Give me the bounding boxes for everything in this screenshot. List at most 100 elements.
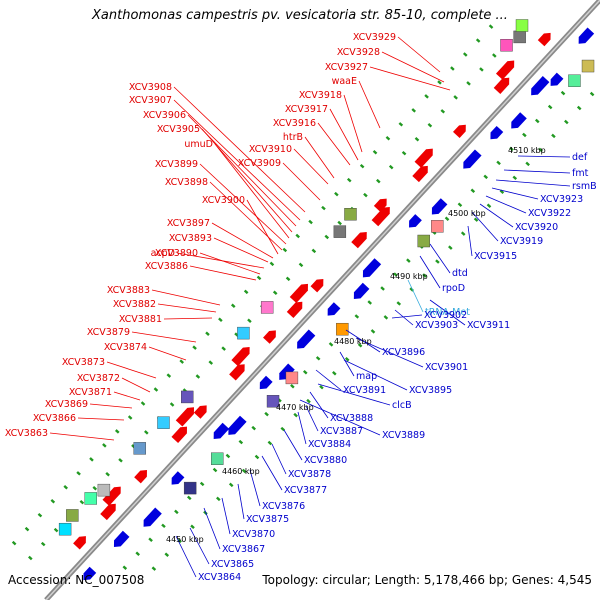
gene-label[interactable]: XCV3922 bbox=[528, 208, 571, 219]
reverse-gene[interactable] bbox=[575, 27, 595, 46]
gene-label[interactable]: XCV3907 bbox=[129, 95, 172, 106]
category-box[interactable] bbox=[58, 522, 72, 536]
reverse-gene[interactable] bbox=[360, 258, 382, 280]
reverse-gene[interactable] bbox=[276, 363, 295, 383]
gene-label[interactable]: umuD bbox=[184, 139, 213, 150]
gene-label[interactable]: XCV3911 bbox=[467, 320, 510, 331]
category-box[interactable] bbox=[157, 416, 170, 429]
forward-gene[interactable] bbox=[289, 281, 312, 304]
gene-label[interactable]: XCV3927 bbox=[325, 62, 368, 73]
reverse-gene[interactable] bbox=[225, 415, 247, 438]
gene-label[interactable]: XCV3920 bbox=[515, 222, 558, 233]
gene-label[interactable]: XCV3880 bbox=[304, 455, 347, 466]
gene-label[interactable]: XCV3916 bbox=[273, 118, 316, 129]
category-box[interactable] bbox=[515, 19, 529, 32]
gene-label[interactable]: waaE bbox=[332, 76, 357, 87]
category-box[interactable] bbox=[211, 452, 224, 465]
category-box[interactable] bbox=[285, 371, 299, 385]
reverse-gene[interactable] bbox=[294, 329, 316, 351]
reverse-gene[interactable] bbox=[528, 75, 550, 98]
gene-label[interactable]: fmt bbox=[572, 168, 589, 179]
gene-label[interactable]: XCV3867 bbox=[222, 544, 265, 555]
reverse-gene[interactable] bbox=[210, 422, 230, 442]
gene-label[interactable]: XCV3871 bbox=[69, 387, 112, 398]
gene-label[interactable]: XCV3876 bbox=[262, 501, 305, 512]
forward-gene[interactable] bbox=[102, 484, 125, 506]
gene-label[interactable]: XCV3869 bbox=[45, 399, 88, 410]
forward-gene[interactable] bbox=[493, 75, 513, 94]
gene-label[interactable]: XCV3886 bbox=[145, 261, 188, 272]
forward-gene[interactable] bbox=[412, 163, 431, 183]
gene-label[interactable]: XCV3898 bbox=[165, 177, 208, 188]
reverse-gene[interactable] bbox=[140, 507, 162, 530]
category-box[interactable] bbox=[500, 39, 513, 52]
gene-label[interactable]: XCV3882 bbox=[113, 299, 156, 310]
category-box[interactable] bbox=[181, 390, 194, 404]
forward-gene[interactable] bbox=[351, 229, 370, 249]
gene-label[interactable]: XCV3889 bbox=[382, 430, 425, 441]
gene-label[interactable]: XCV3901 bbox=[425, 362, 468, 373]
gene-label[interactable]: clcB bbox=[392, 400, 412, 411]
forward-gene[interactable] bbox=[175, 404, 198, 427]
reverse-gene[interactable] bbox=[487, 125, 504, 142]
reverse-gene[interactable] bbox=[406, 214, 422, 230]
gene-label[interactable]: XCV3909 bbox=[238, 158, 281, 169]
gene-label[interactable]: XCV3877 bbox=[284, 485, 327, 496]
forward-gene[interactable] bbox=[371, 204, 394, 227]
gene-label[interactable]: htrB bbox=[283, 132, 303, 143]
gene-label[interactable]: XCV3919 bbox=[500, 236, 543, 247]
forward-gene[interactable] bbox=[193, 402, 210, 419]
forward-gene[interactable] bbox=[537, 30, 554, 47]
gene-label[interactable]: XCV3896 bbox=[382, 347, 425, 358]
reverse-gene[interactable] bbox=[508, 112, 527, 131]
gene-label[interactable]: XCV3883 bbox=[107, 285, 150, 296]
reverse-gene[interactable] bbox=[256, 375, 273, 392]
category-box[interactable] bbox=[260, 301, 274, 314]
gene-label[interactable]: XCV3903 bbox=[415, 320, 458, 331]
reverse-gene[interactable] bbox=[80, 566, 97, 583]
category-box[interactable] bbox=[344, 208, 357, 221]
gene-label[interactable]: tRNA-Met bbox=[425, 307, 470, 318]
gene-label[interactable]: rpoD bbox=[442, 283, 465, 294]
forward-gene[interactable] bbox=[134, 467, 150, 484]
category-box[interactable] bbox=[568, 74, 581, 87]
gene-label[interactable]: XCV3918 bbox=[299, 90, 342, 101]
category-box[interactable] bbox=[97, 483, 111, 497]
category-box[interactable] bbox=[237, 326, 250, 340]
forward-gene[interactable] bbox=[453, 122, 469, 139]
category-box[interactable] bbox=[84, 492, 97, 505]
category-box[interactable] bbox=[581, 59, 595, 73]
gene-label[interactable]: XCV3910 bbox=[249, 144, 292, 155]
gene-label[interactable]: XCV3928 bbox=[337, 47, 380, 58]
gene-label[interactable]: XCV3879 bbox=[87, 327, 130, 338]
gene-label[interactable]: XCV3895 bbox=[409, 385, 452, 396]
gene-label[interactable]: XCV3900 bbox=[202, 195, 245, 206]
category-box[interactable] bbox=[336, 322, 349, 336]
gene-label[interactable]: XCV3884 bbox=[308, 439, 351, 450]
forward-gene[interactable] bbox=[310, 276, 327, 293]
reverse-gene[interactable] bbox=[460, 149, 482, 171]
gene-label[interactable]: XCV3864 bbox=[198, 572, 241, 583]
gene-label[interactable]: XCV3875 bbox=[246, 514, 289, 525]
gene-label[interactable]: XCV3870 bbox=[232, 529, 275, 540]
reverse-gene[interactable] bbox=[429, 198, 448, 217]
forward-gene[interactable] bbox=[229, 361, 248, 381]
forward-gene[interactable] bbox=[171, 424, 190, 443]
category-box[interactable] bbox=[333, 225, 347, 238]
gene-label[interactable]: XCV3888 bbox=[330, 413, 373, 424]
forward-gene[interactable] bbox=[373, 196, 390, 212]
gene-label[interactable]: XCV3917 bbox=[285, 104, 328, 115]
forward-gene[interactable] bbox=[73, 533, 89, 550]
category-box[interactable] bbox=[183, 481, 197, 495]
gene-label[interactable]: acpD bbox=[151, 248, 175, 259]
gene-label[interactable]: XCV3891 bbox=[343, 385, 386, 396]
category-box[interactable] bbox=[133, 442, 146, 455]
forward-gene[interactable] bbox=[286, 299, 306, 319]
reverse-gene[interactable] bbox=[351, 282, 370, 302]
gene-label[interactable]: XCV3893 bbox=[169, 233, 212, 244]
reverse-gene[interactable] bbox=[168, 471, 185, 487]
gene-label[interactable]: rsmB bbox=[572, 181, 597, 192]
gene-label[interactable]: dtd bbox=[452, 268, 468, 279]
gene-label[interactable]: XCV3923 bbox=[540, 194, 583, 205]
gene-label[interactable]: XCV3890 bbox=[155, 248, 198, 259]
